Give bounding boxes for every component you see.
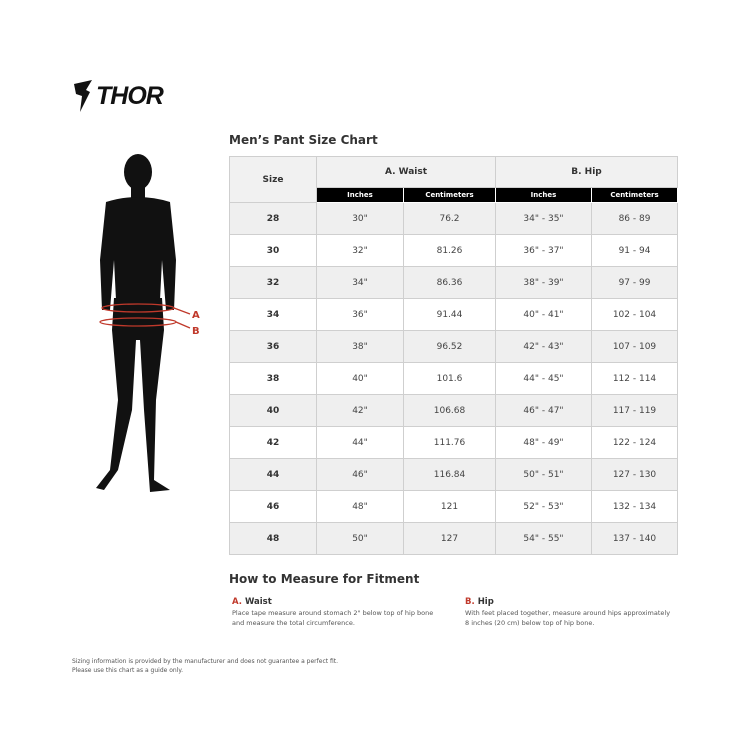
- table-row: 28 30" 76.2 34" - 35" 86 - 89: [229, 202, 678, 235]
- table-cell: 42: [229, 426, 317, 459]
- table-cell: 30": [316, 202, 404, 235]
- body-silhouette: A B: [96, 154, 200, 492]
- waist-letter: A.: [232, 597, 242, 607]
- table-cell: 30: [229, 234, 317, 267]
- table-cell: 116.84: [403, 458, 496, 491]
- table-cell: 38: [229, 362, 317, 395]
- table-cell: 76.2: [403, 202, 496, 235]
- table-cell: 40: [229, 394, 317, 427]
- table-cell: 44: [229, 458, 317, 491]
- table-cell: 127: [403, 522, 496, 555]
- table-cell: 107 - 109: [591, 330, 678, 363]
- hip-letter: B.: [465, 597, 475, 607]
- table-cell: 96.52: [403, 330, 496, 363]
- table-cell: 86 - 89: [591, 202, 678, 235]
- table-cell: 52" - 53": [495, 490, 592, 523]
- subheader: Inches: [316, 187, 404, 203]
- table-cell: 42": [316, 394, 404, 427]
- table-cell: 40" - 41": [495, 298, 592, 331]
- waist-instructions: A. Waist Place tape measure around stoma…: [232, 596, 442, 628]
- size-table: Size A. Waist B. Hip Inches Centimeters …: [229, 156, 678, 555]
- table-cell: 48: [229, 522, 317, 555]
- table-cell: 38": [316, 330, 404, 363]
- table-cell: 28: [229, 202, 317, 235]
- table-row: 48 50" 127 54" - 55" 137 - 140: [229, 522, 678, 555]
- table-cell: 36": [316, 298, 404, 331]
- table-cell: 46": [316, 458, 404, 491]
- table-cell: 127 - 130: [591, 458, 678, 491]
- table-cell: 137 - 140: [591, 522, 678, 555]
- table-cell: 32": [316, 234, 404, 267]
- table-row: 36 38" 96.52 42" - 43" 107 - 109: [229, 330, 678, 363]
- table-cell: 50": [316, 522, 404, 555]
- table-cell: 48": [316, 490, 404, 523]
- thor-helmet-icon: [74, 80, 92, 112]
- table-cell: 132 - 134: [591, 490, 678, 523]
- table-row: 38 40" 101.6 44" - 45" 112 - 114: [229, 362, 678, 395]
- table-cell: 121: [403, 490, 496, 523]
- table-row: 40 42" 106.68 46" - 47" 117 - 119: [229, 394, 678, 427]
- hip-name: Hip: [477, 597, 494, 607]
- table-row: 44 46" 116.84 50" - 51" 127 - 130: [229, 458, 678, 491]
- waist-header: A. Waist: [316, 156, 496, 188]
- table-cell: 112 - 114: [591, 362, 678, 395]
- table-cell: 50" - 51": [495, 458, 592, 491]
- table-cell: 44": [316, 426, 404, 459]
- table-cell: 102 - 104: [591, 298, 678, 331]
- label-a: A: [192, 310, 200, 321]
- table-cell: 97 - 99: [591, 266, 678, 299]
- table-cell: 38" - 39": [495, 266, 592, 299]
- table-cell: 36: [229, 330, 317, 363]
- table-row: 46 48" 121 52" - 53" 132 - 134: [229, 490, 678, 523]
- table-cell: 81.26: [403, 234, 496, 267]
- table-row: 30 32" 81.26 36" - 37" 91 - 94: [229, 234, 678, 267]
- subheader: Inches: [495, 187, 592, 203]
- subheader: Centimeters: [591, 187, 678, 203]
- waist-name: Waist: [244, 597, 272, 607]
- table-cell: 32: [229, 266, 317, 299]
- subheader: Centimeters: [403, 187, 496, 203]
- table-cell: 42" - 43": [495, 330, 592, 363]
- label-b: B: [192, 326, 200, 337]
- table-cell: 44" - 45": [495, 362, 592, 395]
- thor-logo: THOR: [72, 80, 164, 112]
- table-cell: 117 - 119: [591, 394, 678, 427]
- table-cell: 46" - 47": [495, 394, 592, 427]
- table-cell: 48" - 49": [495, 426, 592, 459]
- table-cell: 86.36: [403, 266, 496, 299]
- table-cell: 54" - 55": [495, 522, 592, 555]
- table-row: 32 34" 86.36 38" - 39" 97 - 99: [229, 266, 678, 299]
- table-cell: 34": [316, 266, 404, 299]
- table-cell: 106.68: [403, 394, 496, 427]
- disclaimer-line: Sizing information is provided by the ma…: [72, 658, 339, 665]
- hip-header: B. Hip: [495, 156, 678, 188]
- table-cell: 91.44: [403, 298, 496, 331]
- disclaimer-line: Please use this chart as a guide only.: [72, 667, 183, 674]
- waist-text: Place tape measure around stomach 2" bel…: [232, 608, 434, 627]
- table-cell: 34" - 35": [495, 202, 592, 235]
- table-cell: 46: [229, 490, 317, 523]
- table-cell: 36" - 37": [495, 234, 592, 267]
- size-header: Size: [229, 156, 317, 203]
- table-row: 34 36" 91.44 40" - 41" 102 - 104: [229, 298, 678, 331]
- disclaimer: Sizing information is provided by the ma…: [72, 657, 338, 675]
- table-cell: 101.6: [403, 362, 496, 395]
- table-cell: 111.76: [403, 426, 496, 459]
- table-cell: 34: [229, 298, 317, 331]
- howto-title: How to Measure for Fitment: [229, 572, 420, 586]
- table-cell: 40": [316, 362, 404, 395]
- table-cell: 91 - 94: [591, 234, 678, 267]
- table-row: 42 44" 111.76 48" - 49" 122 - 124: [229, 426, 678, 459]
- hip-text: With feet placed together, measure aroun…: [465, 608, 671, 627]
- table-cell: 122 - 124: [591, 426, 678, 459]
- hip-instructions: B. Hip With feet placed together, measur…: [465, 596, 675, 628]
- page-title: Men’s Pant Size Chart: [229, 133, 378, 147]
